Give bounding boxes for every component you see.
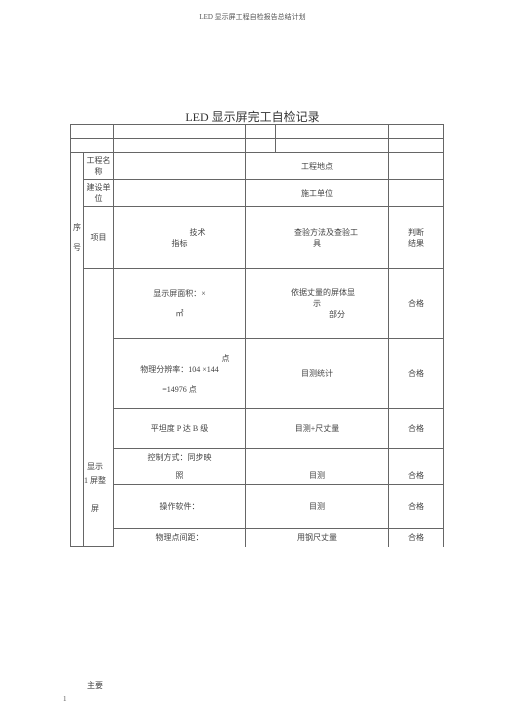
lbl-method-pre: 查验方法及查验工 [276, 227, 358, 238]
r1-method-a: 依据丈量的屏体显 [279, 287, 355, 298]
r5-spec: 操作软件： [160, 502, 200, 511]
lbl-build-unit: 建设单位 [87, 183, 111, 203]
lbl-num: 号 [73, 243, 81, 252]
lbl-construct-unit: 施工单位 [301, 189, 333, 198]
r1-res: 合格 [408, 299, 424, 308]
lbl-indicator: 指标 [172, 239, 188, 248]
doc-header: LED 显示屏工程自检报告总结计划 [0, 12, 505, 22]
lbl-tech: 技术 [154, 227, 206, 238]
r5-method: 目测 [309, 502, 325, 511]
lbl-judge: 判断 [408, 228, 424, 237]
footer-label: 主要 [87, 680, 103, 691]
r5-res: 合格 [408, 502, 424, 511]
inspection-table: 工程名称 工程地点 建设单位 施工单位 序 号 项目 技术 指标 查验方法及查验… [70, 124, 444, 547]
r1-method-c: 部分 [289, 309, 345, 320]
r6-method: 用钢尺丈量 [297, 533, 337, 542]
lbl-result: 结果 [408, 239, 424, 248]
r1-unit: ㎡ [176, 309, 184, 318]
lbl-project-name: 工程名称 [87, 156, 111, 176]
r4-res: 合格 [408, 471, 424, 480]
r3-spec: 平坦度 P 达 B 级 [151, 424, 209, 433]
r4-spec: 控制方式：同步映 [148, 453, 212, 462]
r1-spec: 显示屏面积：× [153, 289, 206, 298]
lbl-item: 项目 [91, 233, 107, 242]
doc-title: LED 显示屏完工自检记录 [0, 108, 505, 125]
r2-method: 目测统计 [301, 369, 333, 378]
r3-method: 目测+尺丈量 [295, 424, 340, 433]
r4-method: 目测 [309, 471, 325, 480]
r2-dot: 点 [130, 353, 230, 364]
r6-res: 合格 [408, 533, 424, 542]
r6-spec: 物理点间距： [156, 533, 204, 542]
r4-suffix: 照 [176, 471, 184, 480]
r2-res: 合格 [408, 369, 424, 378]
lbl-method-suf: 具 [313, 239, 321, 248]
r2-calc: =14976 点 [162, 385, 197, 394]
group-label: 显示 1 屏整 屏 [75, 460, 115, 516]
page-number: 1 [63, 695, 67, 703]
lbl-project-loc: 工程地点 [301, 162, 333, 171]
r2-spec: 物理分辨率：104 ×144 [140, 365, 219, 374]
lbl-seq: 序 [73, 223, 81, 232]
r1-method-b: 示 [313, 299, 321, 308]
r3-res: 合格 [408, 424, 424, 433]
